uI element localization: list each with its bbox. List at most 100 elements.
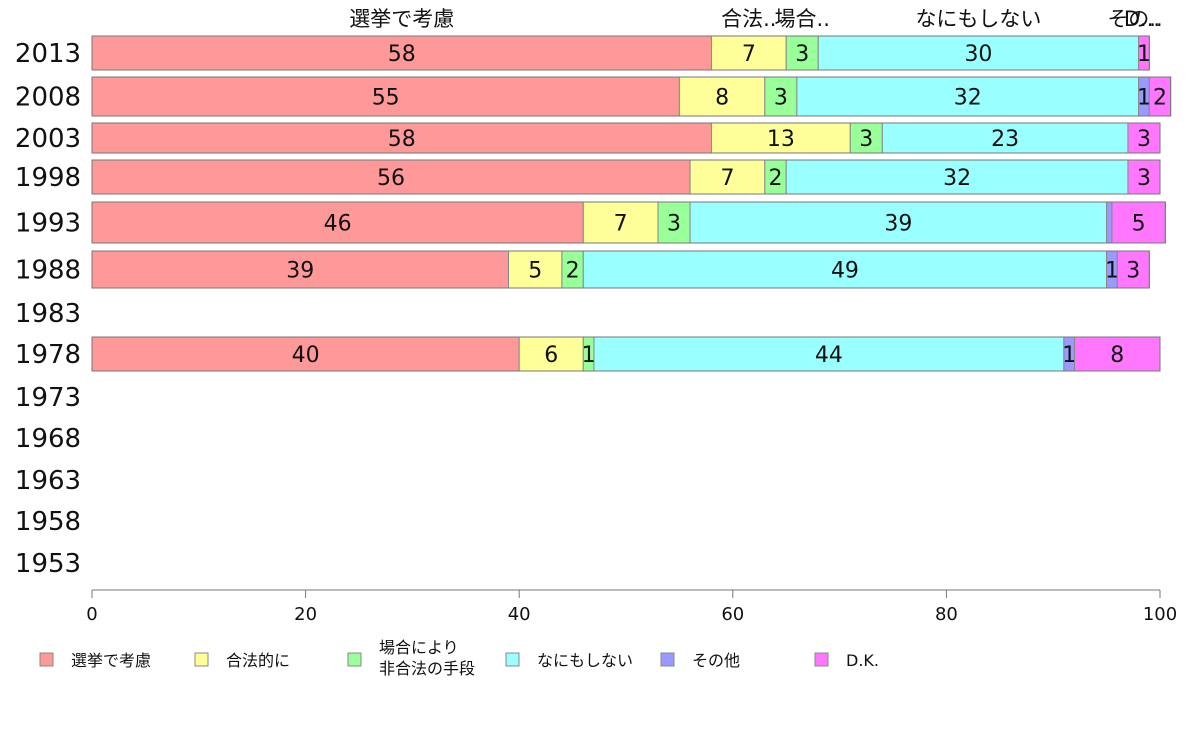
top-label-4: その.. <box>1107 7 1162 31</box>
segment-label-1988-3: 49 <box>831 259 859 284</box>
legend: 選挙で考慮 合法的に 場合により非合法の手段 なにもしない その他 D.K. <box>39 638 879 678</box>
year-label-1968: 1968 <box>15 424 81 454</box>
legend-swatch-5 <box>814 652 829 667</box>
segment-label-1978-2: 1 <box>582 343 596 368</box>
year-label-2008: 2008 <box>15 83 81 113</box>
legend-swatch-0 <box>39 652 54 667</box>
segment-label-2008-2: 3 <box>774 86 788 111</box>
x-tick-label-0: 0 <box>86 604 97 625</box>
bar-frame-2003 <box>91 122 1161 154</box>
segment-label-2013-5: 1 <box>1137 42 1151 67</box>
bar-frame-2008 <box>91 76 1172 117</box>
year-label-1963: 1963 <box>15 466 81 496</box>
bar-segment-1998-3 <box>785 159 1129 195</box>
year-label-1953: 1953 <box>15 549 81 579</box>
segment-label-1978-1: 6 <box>544 343 558 368</box>
year-label-1958: 1958 <box>15 507 81 537</box>
segment-label-2008-5: 2 <box>1153 86 1167 111</box>
segment-label-1998-3: 32 <box>943 166 971 191</box>
x-tick-label-40: 40 <box>508 604 531 625</box>
x-tick-label-80: 80 <box>935 604 958 625</box>
segment-label-1998-5: 3 <box>1137 166 1151 191</box>
bar-segment-1998-0 <box>91 159 691 195</box>
segment-label-1998-0: 56 <box>377 166 405 191</box>
year-label-1993: 1993 <box>15 209 81 239</box>
segment-label-2003-2: 3 <box>859 127 873 152</box>
segment-label-2013-1: 7 <box>742 42 756 67</box>
top-labels-layer: 選挙で考慮 合法..場合.. なにもしない その..D... <box>349 7 1162 31</box>
bar-segment-1993-3 <box>689 201 1108 244</box>
segment-label-1993-2: 3 <box>667 212 681 237</box>
segment-label-2003-1: 13 <box>767 127 795 152</box>
bar-segment-1988-0 <box>91 250 510 289</box>
segment-label-1993-1: 7 <box>614 212 628 237</box>
bar-frame-2013 <box>91 35 1150 71</box>
segment-label-2013-2: 3 <box>795 42 809 67</box>
bar-frame-1978 <box>91 336 1161 372</box>
segment-label-1998-2: 2 <box>769 166 783 191</box>
segment-label-2008-1: 8 <box>715 86 729 111</box>
segment-label-1993-3: 39 <box>884 212 912 237</box>
segment-label-2008-4: 1 <box>1137 86 1151 111</box>
top-label-1: 合法.. <box>721 7 776 31</box>
legend-swatch-2 <box>347 652 362 667</box>
legend-swatch-4 <box>660 652 675 667</box>
bar-segment-1988-3 <box>582 250 1108 289</box>
top-label-3: なにもしない <box>915 7 1041 31</box>
bar-segment-2013-0 <box>91 35 712 71</box>
segment-label-2008-0: 55 <box>372 86 400 111</box>
bar-frame-1993 <box>91 201 1166 244</box>
legend-label-0: 選挙で考慮 <box>71 651 151 670</box>
segment-label-1993-0: 46 <box>324 212 352 237</box>
year-label-1998: 1998 <box>15 163 81 193</box>
segment-label-2013-3: 30 <box>964 42 992 67</box>
year-label-1978: 1978 <box>15 340 81 370</box>
segment-label-2013-0: 58 <box>388 42 416 67</box>
bars-layer: 58 7 3 30 155 8 3 32 1 258 13 3 23 356 7 2 32 346 7 3 39 539 5… <box>91 35 1172 372</box>
segment-label-2003-3: 23 <box>991 127 1019 152</box>
bar-segment-1978-3 <box>593 336 1065 372</box>
year-label-1973: 1973 <box>15 383 81 413</box>
legend-label-5: D.K. <box>846 651 879 670</box>
year-labels-layer: 2013 2008 2003 1998 1993 1988 1983 1978 1973 1968… <box>15 39 81 579</box>
legend-label-2: 場合により非合法の手段 <box>379 638 475 678</box>
segment-label-1993-5: 5 <box>1132 212 1146 237</box>
x-tick-label-100: 100 <box>1143 604 1177 625</box>
segment-label-1988-5: 3 <box>1126 259 1140 284</box>
segment-label-1998-1: 7 <box>720 166 734 191</box>
segment-label-1978-3: 44 <box>815 343 843 368</box>
bar-segment-1993-4 <box>1106 201 1113 244</box>
year-label-2013: 2013 <box>15 39 81 69</box>
top-label-0: 選挙で考慮 <box>349 7 454 31</box>
legend-swatch-3 <box>505 652 520 667</box>
top-label-5: D... <box>1124 7 1160 31</box>
segment-label-1988-4: 1 <box>1105 259 1119 284</box>
legend-label-3: なにもしない <box>537 651 633 670</box>
bar-segment-1993-1 <box>582 201 659 244</box>
x-axis: 0 20 40 60 80 100 <box>86 589 1177 625</box>
bar-segment-1993-5 <box>1111 201 1166 244</box>
segment-label-1978-0: 40 <box>292 343 320 368</box>
bar-frame-1988 <box>91 250 1150 289</box>
segment-label-1988-2: 2 <box>566 259 580 284</box>
top-label-2: 場合.. <box>775 7 830 31</box>
legend-label-1: 合法的に <box>226 651 290 670</box>
year-label-2003: 2003 <box>15 124 81 154</box>
bar-segment-1998-1 <box>689 159 766 195</box>
segment-label-2003-5: 3 <box>1137 127 1151 152</box>
segment-label-2008-3: 32 <box>954 86 982 111</box>
year-label-1988: 1988 <box>15 256 81 286</box>
segment-label-1978-4: 1 <box>1062 343 1076 368</box>
x-tick-label-20: 20 <box>294 604 317 625</box>
x-tick-label-60: 60 <box>721 604 744 625</box>
bar-frame-1998 <box>91 159 1161 195</box>
legend-swatch-1 <box>194 652 209 667</box>
segment-label-2003-0: 58 <box>388 127 416 152</box>
bar-segment-2003-1 <box>710 122 851 154</box>
segment-label-1978-5: 8 <box>1110 343 1124 368</box>
bar-segment-2013-1 <box>710 35 787 71</box>
legend-label-4: その他 <box>692 651 740 670</box>
segment-label-1988-0: 39 <box>286 259 314 284</box>
year-label-1983: 1983 <box>15 299 81 329</box>
